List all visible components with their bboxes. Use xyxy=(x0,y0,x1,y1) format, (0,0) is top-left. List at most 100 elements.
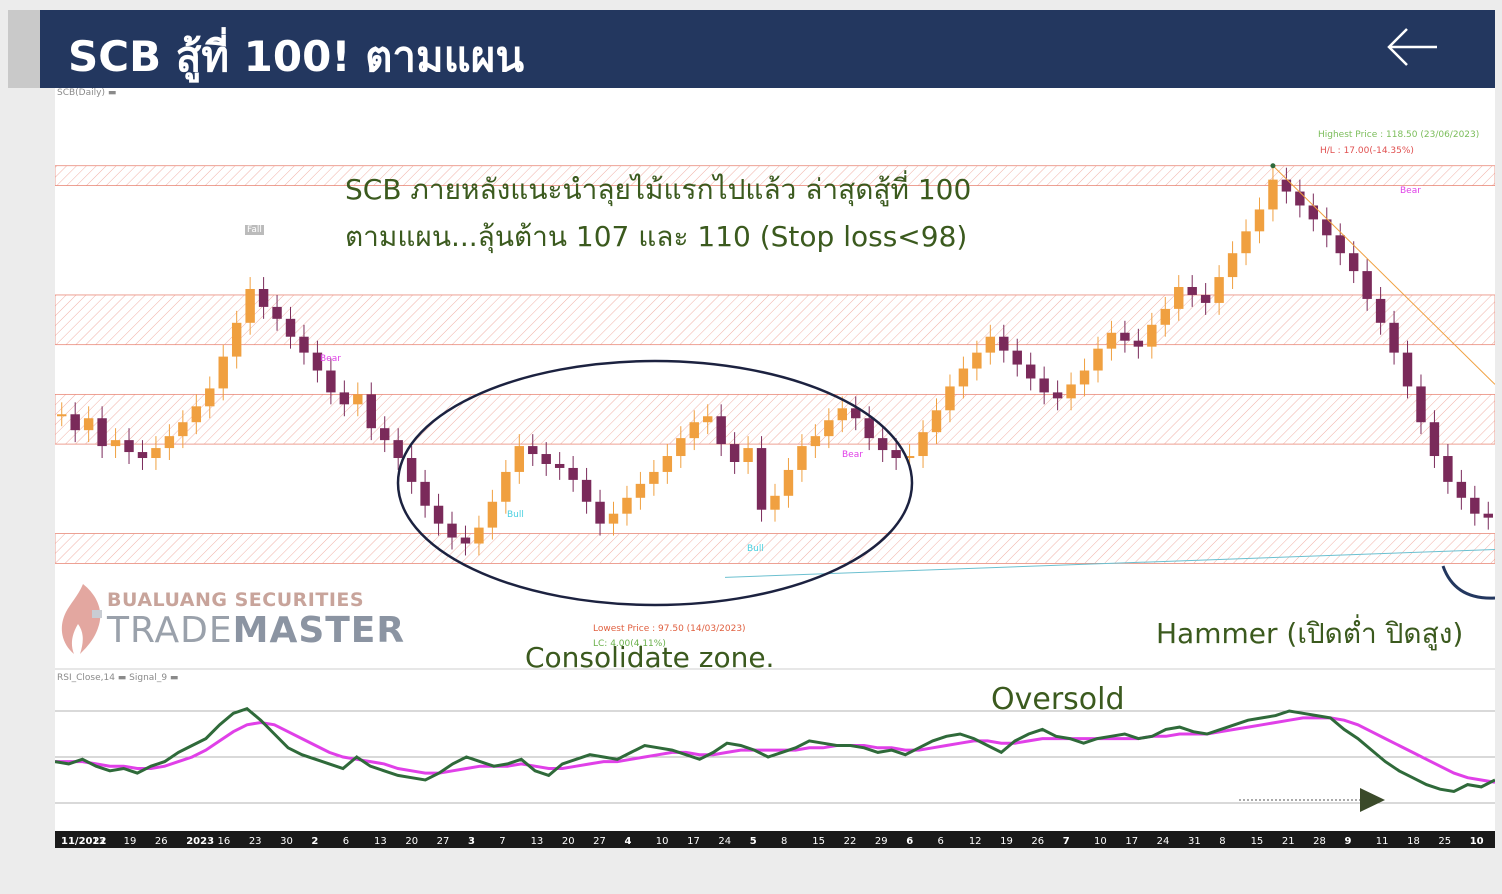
candle-body xyxy=(649,471,659,484)
candle-body xyxy=(57,414,67,417)
oversold-label: Oversold xyxy=(991,682,1125,717)
x-tick-label: 28 xyxy=(1313,836,1326,847)
candle-body xyxy=(1416,386,1426,423)
candle-body xyxy=(851,408,861,419)
candle-body xyxy=(110,440,121,447)
candle-body xyxy=(1348,253,1359,272)
candle-body xyxy=(797,446,807,470)
x-tick-label: 24 xyxy=(718,836,731,847)
x-tick-label: 2023 xyxy=(186,836,214,847)
candle-body xyxy=(554,463,565,468)
x-tick-label: 29 xyxy=(875,836,888,847)
candle-body xyxy=(151,448,161,459)
x-tick-label: 4 xyxy=(624,836,631,847)
candle-body xyxy=(1039,378,1049,393)
x-tick-label: 3 xyxy=(468,836,475,847)
lc-label: LC: 4.00(4.11%) xyxy=(593,639,666,649)
x-tick-label: 10 xyxy=(1094,836,1107,847)
candle-body xyxy=(1308,205,1319,220)
candle-body xyxy=(985,336,996,353)
bear-label: Bear xyxy=(1400,186,1421,196)
candle-body xyxy=(245,288,255,323)
logo-master: MASTER xyxy=(232,610,406,651)
candle-body xyxy=(1335,235,1345,254)
candle-body xyxy=(1012,350,1022,365)
arrow-left-icon[interactable] xyxy=(1383,22,1443,72)
candle-body xyxy=(1456,481,1467,498)
bear-label: Bear xyxy=(320,354,341,364)
candle-body xyxy=(1483,513,1493,518)
consolidate-ellipse xyxy=(396,359,914,607)
rsi-panel-label: RSI_Close,14 ▬ Signal_9 ▬ xyxy=(57,673,179,683)
candle-body xyxy=(433,505,444,524)
candle-body xyxy=(1322,219,1332,236)
logo-line-1: BUALUANG SECURITIES xyxy=(107,589,365,611)
logo-line-2: TRADEMASTER xyxy=(107,610,405,651)
x-tick-label: 13 xyxy=(531,836,544,847)
candle-body xyxy=(487,501,498,528)
page-title: SCB สู้ที่ 100! ตามแผน xyxy=(68,32,525,81)
candle-body xyxy=(1268,179,1278,210)
x-tick-label: 20 xyxy=(405,836,418,847)
trademaster-logo-icon xyxy=(61,584,102,654)
candle-body xyxy=(958,368,969,387)
candle-body xyxy=(124,440,134,453)
x-tick-label: 26 xyxy=(155,836,168,847)
candle-body xyxy=(447,523,457,538)
candle-body xyxy=(635,483,646,498)
candle-body xyxy=(1295,191,1305,206)
left-accent-bar xyxy=(8,10,40,88)
hammer-highlight-arc xyxy=(1441,565,1496,600)
x-tick-label: 20 xyxy=(562,836,575,847)
candle-body xyxy=(1187,287,1197,295)
candle-body xyxy=(891,450,901,459)
candle-body xyxy=(1402,352,1413,387)
candle-body xyxy=(999,336,1009,351)
x-tick-label: 12 xyxy=(969,836,982,847)
x-tick-label: 2 xyxy=(311,836,318,847)
candle-body xyxy=(1133,340,1144,347)
candle-body xyxy=(83,418,94,431)
candle-body xyxy=(918,432,928,457)
price-panel-label: SCB(Daily) ▬ xyxy=(57,88,117,98)
x-tick-label: 16 xyxy=(218,836,231,847)
candle-body xyxy=(1362,271,1372,299)
candle-body xyxy=(514,446,525,472)
x-tick-label: 25 xyxy=(1438,836,1451,847)
candle-body xyxy=(1214,277,1224,303)
logo-trade: TRADE xyxy=(107,610,233,651)
x-tick-label: 13 xyxy=(92,836,105,847)
highest-marker xyxy=(1270,163,1276,169)
candle-body xyxy=(676,438,686,457)
candle-body xyxy=(474,527,484,544)
candle-body xyxy=(581,479,592,502)
chart-area: 11/2022 13 19 26 2023 16 23 30 2 6 13 20 27 3 7 13 20 27 4… xyxy=(54,88,1496,848)
candle-body xyxy=(1106,332,1117,349)
x-tick-label: 31 xyxy=(1188,836,1201,847)
x-tick-label: 7 xyxy=(499,836,505,847)
candle-body xyxy=(1052,392,1063,399)
x-tick-label: 10 xyxy=(656,836,669,847)
candle-body xyxy=(1241,231,1251,254)
x-tick-label: 21 xyxy=(1282,836,1295,847)
header-bar: SCB สู้ที่ 100! ตามแผน xyxy=(40,10,1495,88)
highest-price-label: Highest Price : 118.50 (23/06/2023) xyxy=(1318,130,1480,140)
candle-body xyxy=(783,469,794,496)
candle-body xyxy=(258,288,269,307)
rsi-line xyxy=(54,707,1496,794)
comment-line-2: ตามแผน...ลุ้นต้าน 107 และ 110 (Stop loss… xyxy=(345,220,968,253)
candle-body xyxy=(285,318,296,337)
candle-body xyxy=(1025,364,1036,379)
candle-body xyxy=(272,306,282,319)
x-tick-label: 17 xyxy=(1125,836,1138,847)
candle-body xyxy=(1093,348,1103,371)
oversold-arrow-head xyxy=(1360,788,1385,812)
x-tick-label: 27 xyxy=(593,836,606,847)
candle-body xyxy=(1389,322,1399,353)
candle-body xyxy=(770,495,780,510)
candle-body xyxy=(756,448,767,510)
candle-body xyxy=(406,458,417,482)
candle-body xyxy=(1079,370,1090,385)
candle-body xyxy=(366,394,376,429)
